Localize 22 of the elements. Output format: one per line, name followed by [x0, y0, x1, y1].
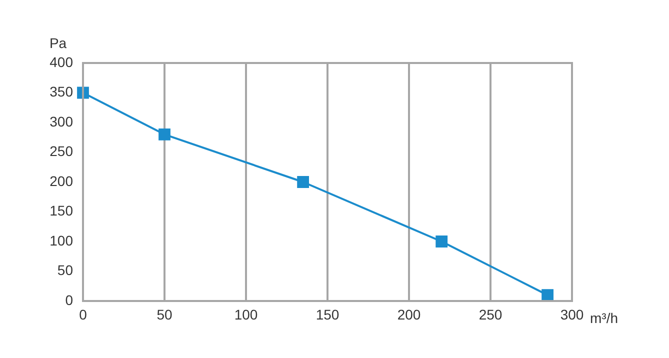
y-axis-title: Pa: [49, 34, 67, 51]
y-tick-label: 200: [50, 172, 74, 189]
x-tick-label: 300: [560, 306, 584, 322]
x-tick-label: 0: [79, 306, 88, 322]
x-tick-label: 100: [234, 306, 258, 322]
x-tick-label: 200: [397, 306, 421, 322]
x-tick-label: 50: [156, 306, 172, 322]
point: [542, 289, 554, 301]
y-tick-label: 400: [50, 54, 74, 70]
y-tick-label: 50: [57, 262, 74, 278]
point: [436, 236, 448, 248]
x-axis-title: m³/h: [590, 310, 618, 326]
x-tick-label: 150: [316, 306, 340, 322]
y-tick-label: 100: [50, 232, 74, 248]
x-tick-label: 250: [478, 306, 502, 322]
y-tick-label: 0: [65, 292, 74, 308]
y-tick-label: 250: [50, 143, 74, 160]
y-tick-label: 150: [50, 202, 74, 219]
y-tick-label: 300: [50, 113, 74, 130]
y-tick-label: 350: [50, 84, 74, 100]
point: [297, 176, 309, 188]
point: [158, 128, 170, 140]
